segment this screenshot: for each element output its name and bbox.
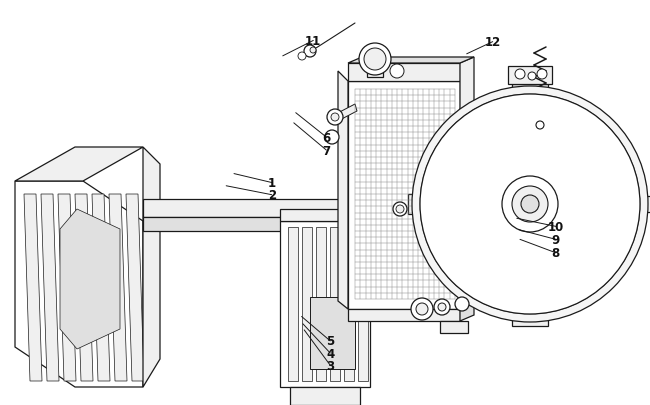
- Polygon shape: [330, 105, 357, 125]
- Text: 12: 12: [484, 36, 500, 49]
- Circle shape: [325, 131, 339, 145]
- Polygon shape: [460, 303, 474, 321]
- Circle shape: [512, 187, 548, 222]
- Polygon shape: [512, 85, 548, 101]
- Text: 5: 5: [326, 335, 334, 347]
- Polygon shape: [460, 58, 474, 309]
- Polygon shape: [109, 194, 127, 381]
- Polygon shape: [440, 321, 468, 333]
- Polygon shape: [465, 220, 490, 304]
- Polygon shape: [15, 181, 143, 387]
- Polygon shape: [143, 200, 370, 217]
- Polygon shape: [430, 192, 512, 275]
- Polygon shape: [143, 148, 160, 387]
- Polygon shape: [338, 72, 348, 309]
- Polygon shape: [302, 228, 312, 381]
- Polygon shape: [143, 217, 370, 231]
- Polygon shape: [532, 106, 617, 186]
- Text: 8: 8: [552, 247, 560, 260]
- Circle shape: [411, 298, 433, 320]
- Polygon shape: [288, 228, 298, 381]
- Circle shape: [528, 73, 536, 81]
- Circle shape: [420, 95, 640, 314]
- Circle shape: [416, 303, 428, 315]
- Polygon shape: [408, 194, 422, 215]
- Text: 1: 1: [268, 177, 276, 190]
- Polygon shape: [638, 196, 650, 213]
- Circle shape: [298, 53, 306, 61]
- Circle shape: [310, 48, 316, 54]
- Circle shape: [412, 87, 648, 322]
- Polygon shape: [348, 82, 460, 309]
- Polygon shape: [554, 190, 630, 273]
- Circle shape: [515, 70, 525, 80]
- Text: 2: 2: [268, 189, 276, 202]
- Circle shape: [396, 205, 404, 213]
- Polygon shape: [290, 387, 360, 405]
- Polygon shape: [310, 297, 355, 369]
- Polygon shape: [75, 194, 93, 381]
- Polygon shape: [92, 194, 110, 381]
- Polygon shape: [316, 228, 326, 381]
- Polygon shape: [60, 209, 120, 349]
- Circle shape: [455, 297, 469, 311]
- Polygon shape: [348, 64, 460, 82]
- Polygon shape: [508, 67, 552, 85]
- Polygon shape: [344, 228, 354, 381]
- Text: 11: 11: [306, 35, 321, 48]
- Circle shape: [390, 65, 404, 79]
- Text: 9: 9: [552, 233, 560, 246]
- Text: 7: 7: [322, 144, 330, 157]
- Circle shape: [434, 299, 450, 315]
- Circle shape: [438, 303, 446, 311]
- Polygon shape: [58, 194, 76, 381]
- Polygon shape: [358, 228, 368, 381]
- Polygon shape: [367, 60, 383, 78]
- Text: 4: 4: [326, 347, 334, 360]
- Polygon shape: [24, 194, 42, 381]
- Polygon shape: [330, 228, 340, 381]
- Polygon shape: [280, 209, 370, 222]
- Polygon shape: [488, 228, 575, 304]
- Circle shape: [393, 202, 407, 216]
- Polygon shape: [126, 194, 144, 381]
- Polygon shape: [348, 58, 474, 64]
- Polygon shape: [441, 107, 519, 194]
- Polygon shape: [348, 309, 460, 321]
- Circle shape: [502, 177, 558, 232]
- Circle shape: [331, 114, 339, 121]
- Polygon shape: [280, 222, 370, 387]
- Polygon shape: [41, 194, 59, 381]
- Polygon shape: [470, 209, 485, 222]
- Text: 10: 10: [547, 220, 564, 233]
- Text: 6: 6: [322, 131, 330, 144]
- Circle shape: [327, 110, 343, 126]
- Polygon shape: [15, 148, 143, 181]
- Circle shape: [420, 95, 640, 314]
- Circle shape: [536, 122, 544, 130]
- Text: 3: 3: [326, 359, 334, 372]
- Circle shape: [364, 49, 386, 71]
- Circle shape: [359, 44, 391, 76]
- Circle shape: [304, 46, 316, 58]
- Polygon shape: [512, 308, 548, 326]
- Circle shape: [521, 196, 539, 213]
- Circle shape: [537, 70, 547, 80]
